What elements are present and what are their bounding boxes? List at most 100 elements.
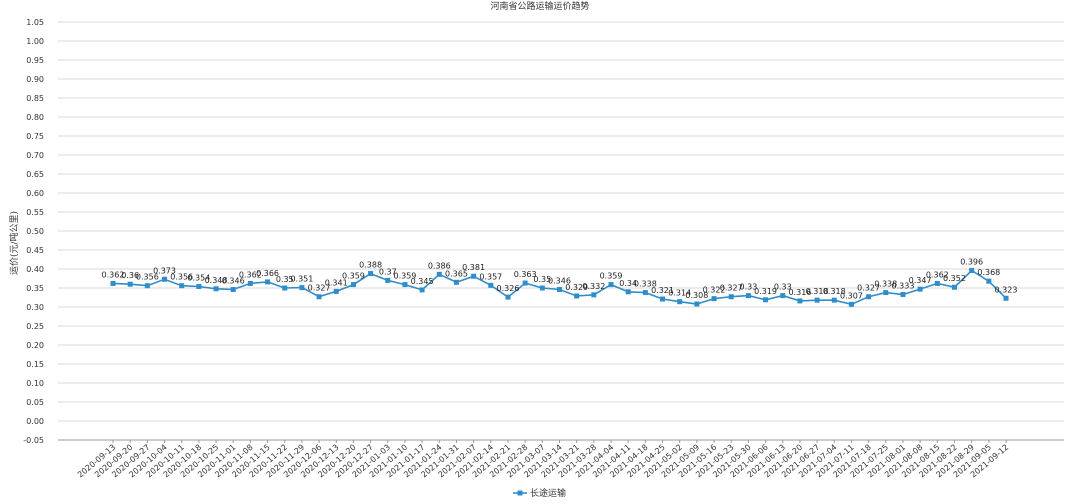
y-tick-label: 0.85 <box>26 94 44 103</box>
data-point <box>711 296 717 302</box>
y-tick-label: 0.10 <box>26 379 44 388</box>
y-tick-label: 1.05 <box>26 18 44 27</box>
data-labels: 0.3620.360.3560.3730.3560.3540.3480.3460… <box>102 258 1018 301</box>
y-tick-label: 0.45 <box>26 246 44 255</box>
data-point <box>299 285 305 291</box>
data-point <box>814 297 820 303</box>
data-label: 0.332 <box>582 282 605 291</box>
data-point <box>144 283 150 289</box>
y-tick-label: 0.05 <box>26 398 44 407</box>
data-label: 0.351 <box>290 275 313 284</box>
data-point <box>848 301 854 307</box>
data-point <box>625 289 631 295</box>
y-tick-label: -0.05 <box>23 436 44 445</box>
data-point <box>265 279 271 285</box>
y-tick-label: 0.35 <box>26 284 44 293</box>
data-point <box>505 294 511 300</box>
data-label: 0.33 <box>774 283 792 292</box>
data-point <box>831 297 837 303</box>
data-point <box>247 280 253 286</box>
data-label: 0.362 <box>102 270 125 279</box>
data-label: 0.366 <box>256 269 279 278</box>
chart-title: 河南省公路运输运价趋势 <box>490 0 589 12</box>
data-label: 0.338 <box>634 280 657 289</box>
data-label: 0.381 <box>462 263 485 272</box>
data-label: 0.307 <box>840 291 863 300</box>
data-point <box>436 271 442 277</box>
data-point <box>917 286 923 292</box>
data-point <box>316 294 322 300</box>
data-label: 0.363 <box>514 270 537 279</box>
data-label: 0.359 <box>393 272 416 281</box>
data-point <box>763 297 769 303</box>
y-tick-label: 0.20 <box>26 341 44 350</box>
y-tick-label: 0.90 <box>26 75 44 84</box>
y-tick-label: 0.30 <box>26 303 44 312</box>
data-label: 0.365 <box>445 269 468 278</box>
data-label: 0.35 <box>276 275 294 284</box>
data-label: 0.346 <box>548 277 571 286</box>
data-label: 0.322 <box>703 286 726 295</box>
data-point <box>162 276 168 282</box>
data-point <box>488 282 494 288</box>
data-point <box>1003 295 1009 301</box>
data-label: 0.321 <box>651 286 674 295</box>
data-point <box>522 280 528 286</box>
legend-marker <box>517 490 523 496</box>
data-label: 0.34 <box>619 279 637 288</box>
y-tick-label: 0.65 <box>26 170 44 179</box>
data-point <box>728 294 734 300</box>
data-point <box>127 281 133 287</box>
data-point <box>453 279 459 285</box>
data-point <box>969 268 975 274</box>
y-tick-label: 0.70 <box>26 151 44 160</box>
y-axis-ticks: -0.05 0.00 0.05 0.10 0.15 0.20 0.25 0.30 0.35 0.4… <box>23 18 44 445</box>
data-point <box>368 271 374 277</box>
data-label: 0.318 <box>823 287 846 296</box>
data-label: 0.327 <box>308 284 331 293</box>
data-point <box>110 280 116 286</box>
data-point <box>694 301 700 307</box>
data-label: 0.356 <box>170 273 193 282</box>
data-label: 0.327 <box>857 284 880 293</box>
data-label: 0.341 <box>325 278 348 287</box>
y-tick-label: 0.60 <box>26 189 44 198</box>
data-label: 0.326 <box>497 284 520 293</box>
series-long-distance <box>110 268 1009 307</box>
data-point <box>179 283 185 289</box>
data-label: 0.327 <box>720 284 743 293</box>
y-tick-label: 0.75 <box>26 132 44 141</box>
data-point <box>986 278 992 284</box>
data-label: 0.359 <box>600 272 623 281</box>
data-label: 0.356 <box>136 273 159 282</box>
data-point <box>333 288 339 294</box>
data-label: 0.33 <box>739 283 757 292</box>
data-point <box>642 290 648 296</box>
data-label: 0.373 <box>153 266 176 275</box>
data-label: 0.35 <box>533 275 551 284</box>
data-label: 0.354 <box>187 273 210 282</box>
data-point <box>660 296 666 302</box>
data-point <box>196 283 202 289</box>
data-label: 0.308 <box>685 291 708 300</box>
data-point <box>591 292 597 298</box>
data-label: 0.357 <box>479 272 502 281</box>
data-label: 0.323 <box>995 285 1018 294</box>
data-point <box>900 291 906 297</box>
data-point <box>385 277 391 283</box>
y-tick-label: 0.55 <box>26 208 44 217</box>
data-point <box>574 293 580 299</box>
data-label: 0.316 <box>788 288 811 297</box>
data-label: 0.345 <box>411 277 434 286</box>
y-tick-label: 0.15 <box>26 360 44 369</box>
data-label: 0.396 <box>960 258 983 267</box>
data-label: 0.314 <box>668 289 691 298</box>
y-tick-label: 1.00 <box>26 37 44 46</box>
data-point <box>780 293 786 299</box>
legend: 长途运输 <box>513 487 566 499</box>
data-label: 0.347 <box>909 276 932 285</box>
data-label: 0.346 <box>222 277 245 286</box>
y-tick-label: 0.00 <box>26 417 44 426</box>
data-point <box>951 284 957 290</box>
